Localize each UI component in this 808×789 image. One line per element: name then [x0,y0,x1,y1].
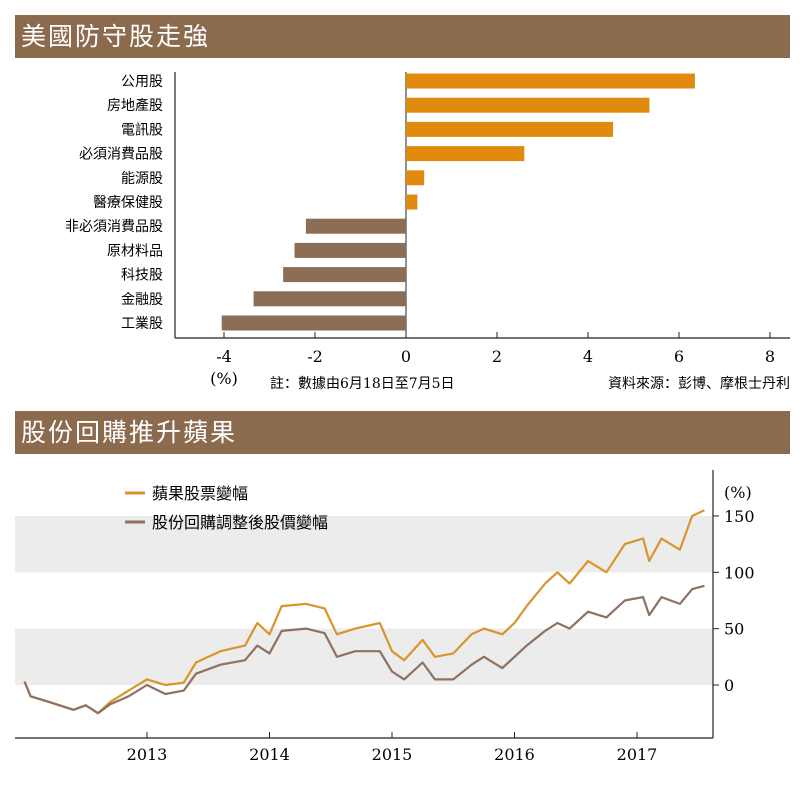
x-axis-unit: (%) [210,369,238,388]
bar [283,267,406,283]
x-tick-label: 2 [492,347,502,366]
bar [221,315,406,331]
y-axis-unit: (%) [724,483,752,502]
category-label: 能源股 [121,171,163,187]
x-tick-label: 2015 [372,745,413,764]
category-label: 非必須消費品股 [65,219,163,235]
bar [406,73,695,89]
x-tick-label: -2 [307,347,323,366]
bar [253,291,406,307]
legend-label: 蘋果股票變幅 [152,484,248,503]
bar [406,121,614,137]
x-tick-label: 2017 [617,745,658,764]
grid-band [15,628,713,685]
y-tick-label: 150 [724,507,755,526]
category-label: 金融股 [121,292,163,308]
category-label: 醫療保健股 [93,194,163,211]
x-tick-label: 2013 [127,745,168,764]
note-text: 註：數據由6月18日至7月5日 [270,376,455,392]
category-label: 必須消費品股 [79,147,163,163]
x-tick-label: -4 [216,347,232,366]
category-label: 電訊股 [121,122,163,138]
bar [406,194,418,210]
series-line-adjusted [23,584,705,715]
series-line-apple [23,509,705,715]
bar [406,146,525,162]
category-label: 科技股 [121,268,163,284]
legend-label: 股份回購調整後股價變幅 [152,513,328,532]
x-tick-label: 2014 [249,745,290,764]
category-label: 公用股 [121,74,163,90]
x-tick-label: 8 [765,347,775,366]
grid-band [15,515,713,573]
bar [406,170,425,186]
x-tick-label: 6 [674,347,684,366]
bar [406,97,650,113]
x-tick-label: 2016 [494,745,535,764]
y-tick-label: 50 [724,620,744,639]
bar [294,242,406,258]
bar-chart: 公用股房地產股電訊股必須消費品股能源股醫療保健股非必須消費品股原材料品科技股金融… [65,72,790,392]
y-tick-label: 0 [724,676,734,695]
source-text: 資料來源：彭博、摩根士丹利 [608,375,790,392]
y-tick-label: 100 [724,563,755,582]
bar [305,218,406,234]
category-label: 房地產股 [107,97,163,114]
x-tick-label: 4 [583,347,593,366]
bar-chart-title: 美國防守股走強 [15,15,790,58]
x-tick-label: 0 [401,347,411,366]
line-chart-title: 股份回購推升蘋果 [15,411,790,454]
category-label: 原材料品 [107,243,163,259]
category-label: 工業股 [121,316,163,332]
